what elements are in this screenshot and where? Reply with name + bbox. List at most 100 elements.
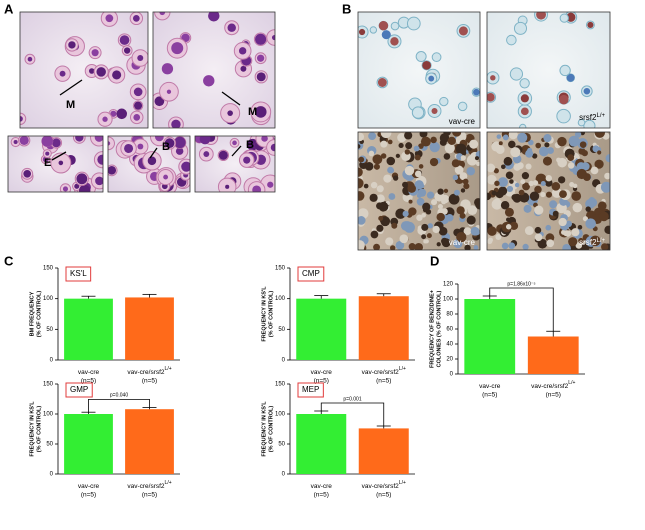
n-label: (n=5) — [376, 492, 391, 499]
arrow — [59, 79, 83, 96]
stain — [431, 107, 438, 115]
cell — [545, 175, 553, 182]
cell — [473, 245, 479, 250]
cell — [597, 150, 602, 155]
n-label: (n=5) — [314, 492, 329, 499]
cell — [491, 190, 497, 196]
nucleus — [261, 136, 268, 142]
cell — [528, 139, 534, 146]
y-tick-label: 150 — [275, 266, 286, 272]
stain — [559, 94, 569, 105]
cell — [517, 132, 528, 143]
cell — [448, 193, 460, 205]
micrograph-border — [19, 11, 149, 129]
significance-bracket — [320, 402, 385, 426]
cell — [534, 226, 542, 234]
stain — [566, 73, 575, 82]
y-axis-label: FREQUENCY OF BENZIDINE+ — [429, 290, 435, 368]
cells — [487, 132, 610, 250]
cell — [414, 170, 422, 178]
cell — [398, 142, 404, 149]
category: vav-cre/srsf2 — [127, 483, 165, 490]
cell — [568, 237, 578, 247]
cell — [573, 166, 579, 172]
nucleus — [123, 47, 131, 54]
title-box — [65, 382, 93, 398]
cell — [416, 193, 422, 199]
cell — [383, 174, 392, 183]
nucleus — [257, 54, 265, 62]
cell — [538, 146, 549, 157]
cell — [552, 210, 559, 217]
nucleus — [74, 183, 80, 189]
cell — [419, 132, 428, 138]
micrograph-border — [7, 135, 104, 193]
cell — [426, 233, 432, 239]
cell — [567, 162, 575, 169]
nucleus — [227, 110, 233, 116]
micrograph — [194, 135, 276, 193]
category: vav-cre — [479, 383, 501, 390]
stain — [583, 87, 591, 95]
cell — [459, 172, 468, 181]
cell — [466, 215, 476, 225]
cell — [509, 221, 519, 230]
x-tick-label: vav-cre — [78, 369, 100, 376]
p-value: p=0.001 — [343, 396, 361, 402]
cell — [488, 237, 493, 243]
cell — [451, 159, 460, 168]
cell — [576, 168, 587, 180]
nucleus — [164, 138, 175, 149]
p-value: p=0.040 — [110, 393, 128, 399]
nucleus — [227, 23, 236, 32]
cell — [395, 208, 406, 219]
cell — [378, 215, 384, 221]
cell — [508, 132, 518, 140]
cell — [369, 193, 378, 202]
cell — [559, 190, 567, 199]
nucleus — [20, 115, 23, 122]
cell — [457, 101, 468, 112]
cell — [406, 16, 421, 31]
panel-label: C — [4, 253, 14, 268]
significance-bracket — [88, 399, 150, 413]
nucleus — [163, 174, 169, 180]
cell — [534, 185, 542, 194]
cell — [474, 156, 480, 161]
cell — [543, 134, 552, 143]
arrow — [231, 145, 242, 157]
cell — [572, 183, 578, 189]
nucleus — [154, 96, 165, 107]
stain — [458, 26, 468, 36]
cell — [582, 216, 589, 222]
cell — [460, 155, 466, 161]
bar — [64, 298, 113, 360]
y-axis-label: FREQUENCY IN KS'L — [261, 401, 267, 457]
cell — [513, 21, 528, 35]
cell — [462, 178, 469, 185]
cell — [397, 133, 407, 143]
cell — [532, 180, 539, 186]
n-label: (n=5) — [546, 392, 561, 399]
y-tick-label: 100 — [275, 412, 286, 418]
nucleus — [166, 89, 172, 94]
cell — [418, 164, 424, 169]
y-tick-label: 80 — [446, 312, 453, 318]
cell — [452, 132, 462, 137]
bar — [296, 414, 347, 474]
cell — [464, 244, 471, 250]
cell — [368, 132, 377, 141]
cell — [370, 230, 379, 239]
cell — [509, 179, 514, 184]
cell — [506, 34, 517, 46]
cell — [456, 232, 467, 243]
cell — [363, 183, 369, 189]
y-tick-label: 150 — [275, 382, 286, 388]
micrograph — [107, 135, 191, 193]
y-axis-label: FREQUENCY IN KS'L — [261, 286, 267, 342]
cell — [392, 175, 399, 181]
nucleus — [97, 154, 103, 165]
cell — [540, 181, 546, 187]
cell — [523, 204, 532, 213]
